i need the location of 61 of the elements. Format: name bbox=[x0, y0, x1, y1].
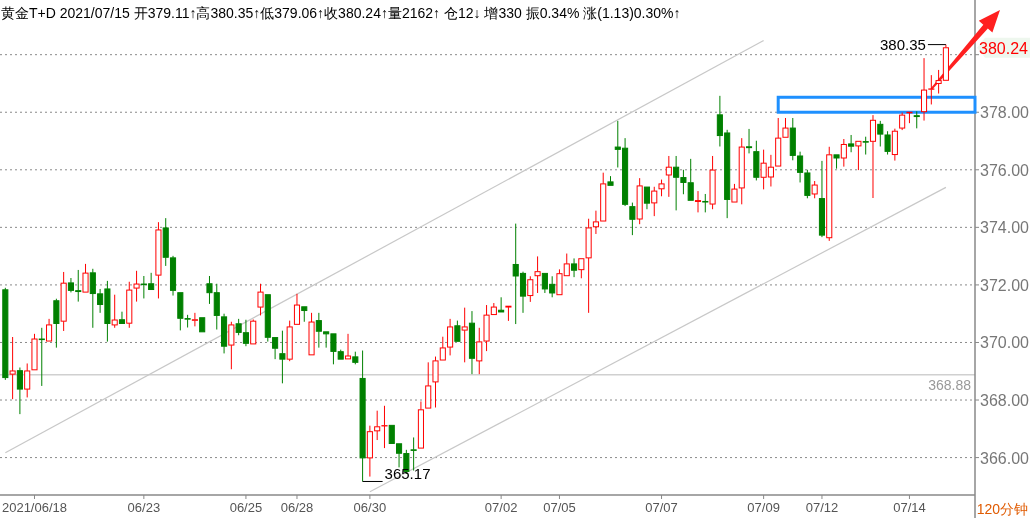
x-tick-label: 07/09 bbox=[747, 500, 780, 515]
candlestick bbox=[359, 350, 366, 482]
x-tick-label: 07/14 bbox=[893, 500, 926, 515]
candlestick bbox=[571, 257, 578, 278]
candlestick bbox=[818, 160, 826, 238]
candlestick bbox=[344, 333, 352, 360]
x-tick-label: 06/30 bbox=[353, 500, 387, 515]
candlestick bbox=[16, 367, 23, 415]
candlestick bbox=[461, 307, 468, 363]
candlestick bbox=[694, 190, 702, 213]
y-tick-label: 370.00 bbox=[980, 334, 1030, 352]
candlestick bbox=[425, 361, 432, 409]
candlestick bbox=[366, 425, 373, 478]
y-tick-label: 378.00 bbox=[980, 104, 1030, 122]
x-tick-label: 07/07 bbox=[645, 500, 678, 515]
candlestick bbox=[498, 296, 505, 313]
candlestick bbox=[527, 275, 534, 303]
x-tick-label: 07/12 bbox=[805, 500, 839, 515]
candlestick bbox=[848, 134, 855, 153]
y-tick-label: 368.00 bbox=[980, 392, 1030, 410]
candlestick bbox=[665, 155, 672, 198]
candlestick bbox=[46, 318, 53, 342]
x-tick-label: 06/28 bbox=[280, 500, 314, 515]
candlestick bbox=[534, 255, 541, 294]
candlestick bbox=[833, 154, 840, 170]
annotation: 365.17 bbox=[384, 465, 431, 483]
candlestick bbox=[702, 193, 709, 213]
x-tick-label: 06/23 bbox=[127, 500, 161, 515]
candlestick bbox=[133, 270, 140, 303]
candlestick bbox=[869, 114, 877, 199]
y-tick-label: 372.00 bbox=[980, 276, 1030, 294]
candlestick bbox=[221, 313, 228, 354]
candlestick bbox=[468, 310, 476, 375]
candlestick bbox=[250, 318, 257, 345]
candlestick bbox=[279, 330, 286, 384]
text: 120分钟 bbox=[976, 501, 1028, 517]
candlestick bbox=[301, 306, 308, 323]
ref-line-label: 368.88 bbox=[928, 376, 972, 393]
candlestick bbox=[913, 110, 920, 129]
x-tick-label: 07/02 bbox=[484, 500, 518, 515]
candlestick bbox=[60, 271, 67, 332]
annotation: 380.35 bbox=[880, 35, 926, 53]
y-tick-label: 374.00 bbox=[980, 219, 1030, 237]
candlestick bbox=[643, 186, 651, 210]
x-tick-label: 06/25 bbox=[229, 500, 263, 515]
candlestick bbox=[9, 336, 16, 400]
y-tick-label: 366.00 bbox=[980, 449, 1030, 467]
candlestick bbox=[505, 305, 512, 322]
candlestick bbox=[118, 311, 126, 324]
candlestick bbox=[199, 317, 206, 333]
candlestick bbox=[855, 140, 862, 171]
candlestick bbox=[38, 327, 45, 387]
candlestick bbox=[745, 128, 753, 154]
candlestick bbox=[891, 128, 898, 162]
candlestick bbox=[293, 293, 301, 325]
x-tick-label: 07/05 bbox=[543, 500, 576, 515]
candlestick bbox=[191, 312, 198, 327]
y-tick-label: 376.00 bbox=[980, 161, 1030, 179]
candlestick bbox=[417, 400, 424, 449]
x-tick-label: 2021/06/18 bbox=[1, 500, 68, 515]
chart-title: 黄金T+D 2021/07/15 开379.11↑高380.35↑低379.06↑收380.24↑量2162↑ 仓12↓ 增330 振0.34% 涨(1.13)0.30%↑ bbox=[1, 5, 681, 21]
